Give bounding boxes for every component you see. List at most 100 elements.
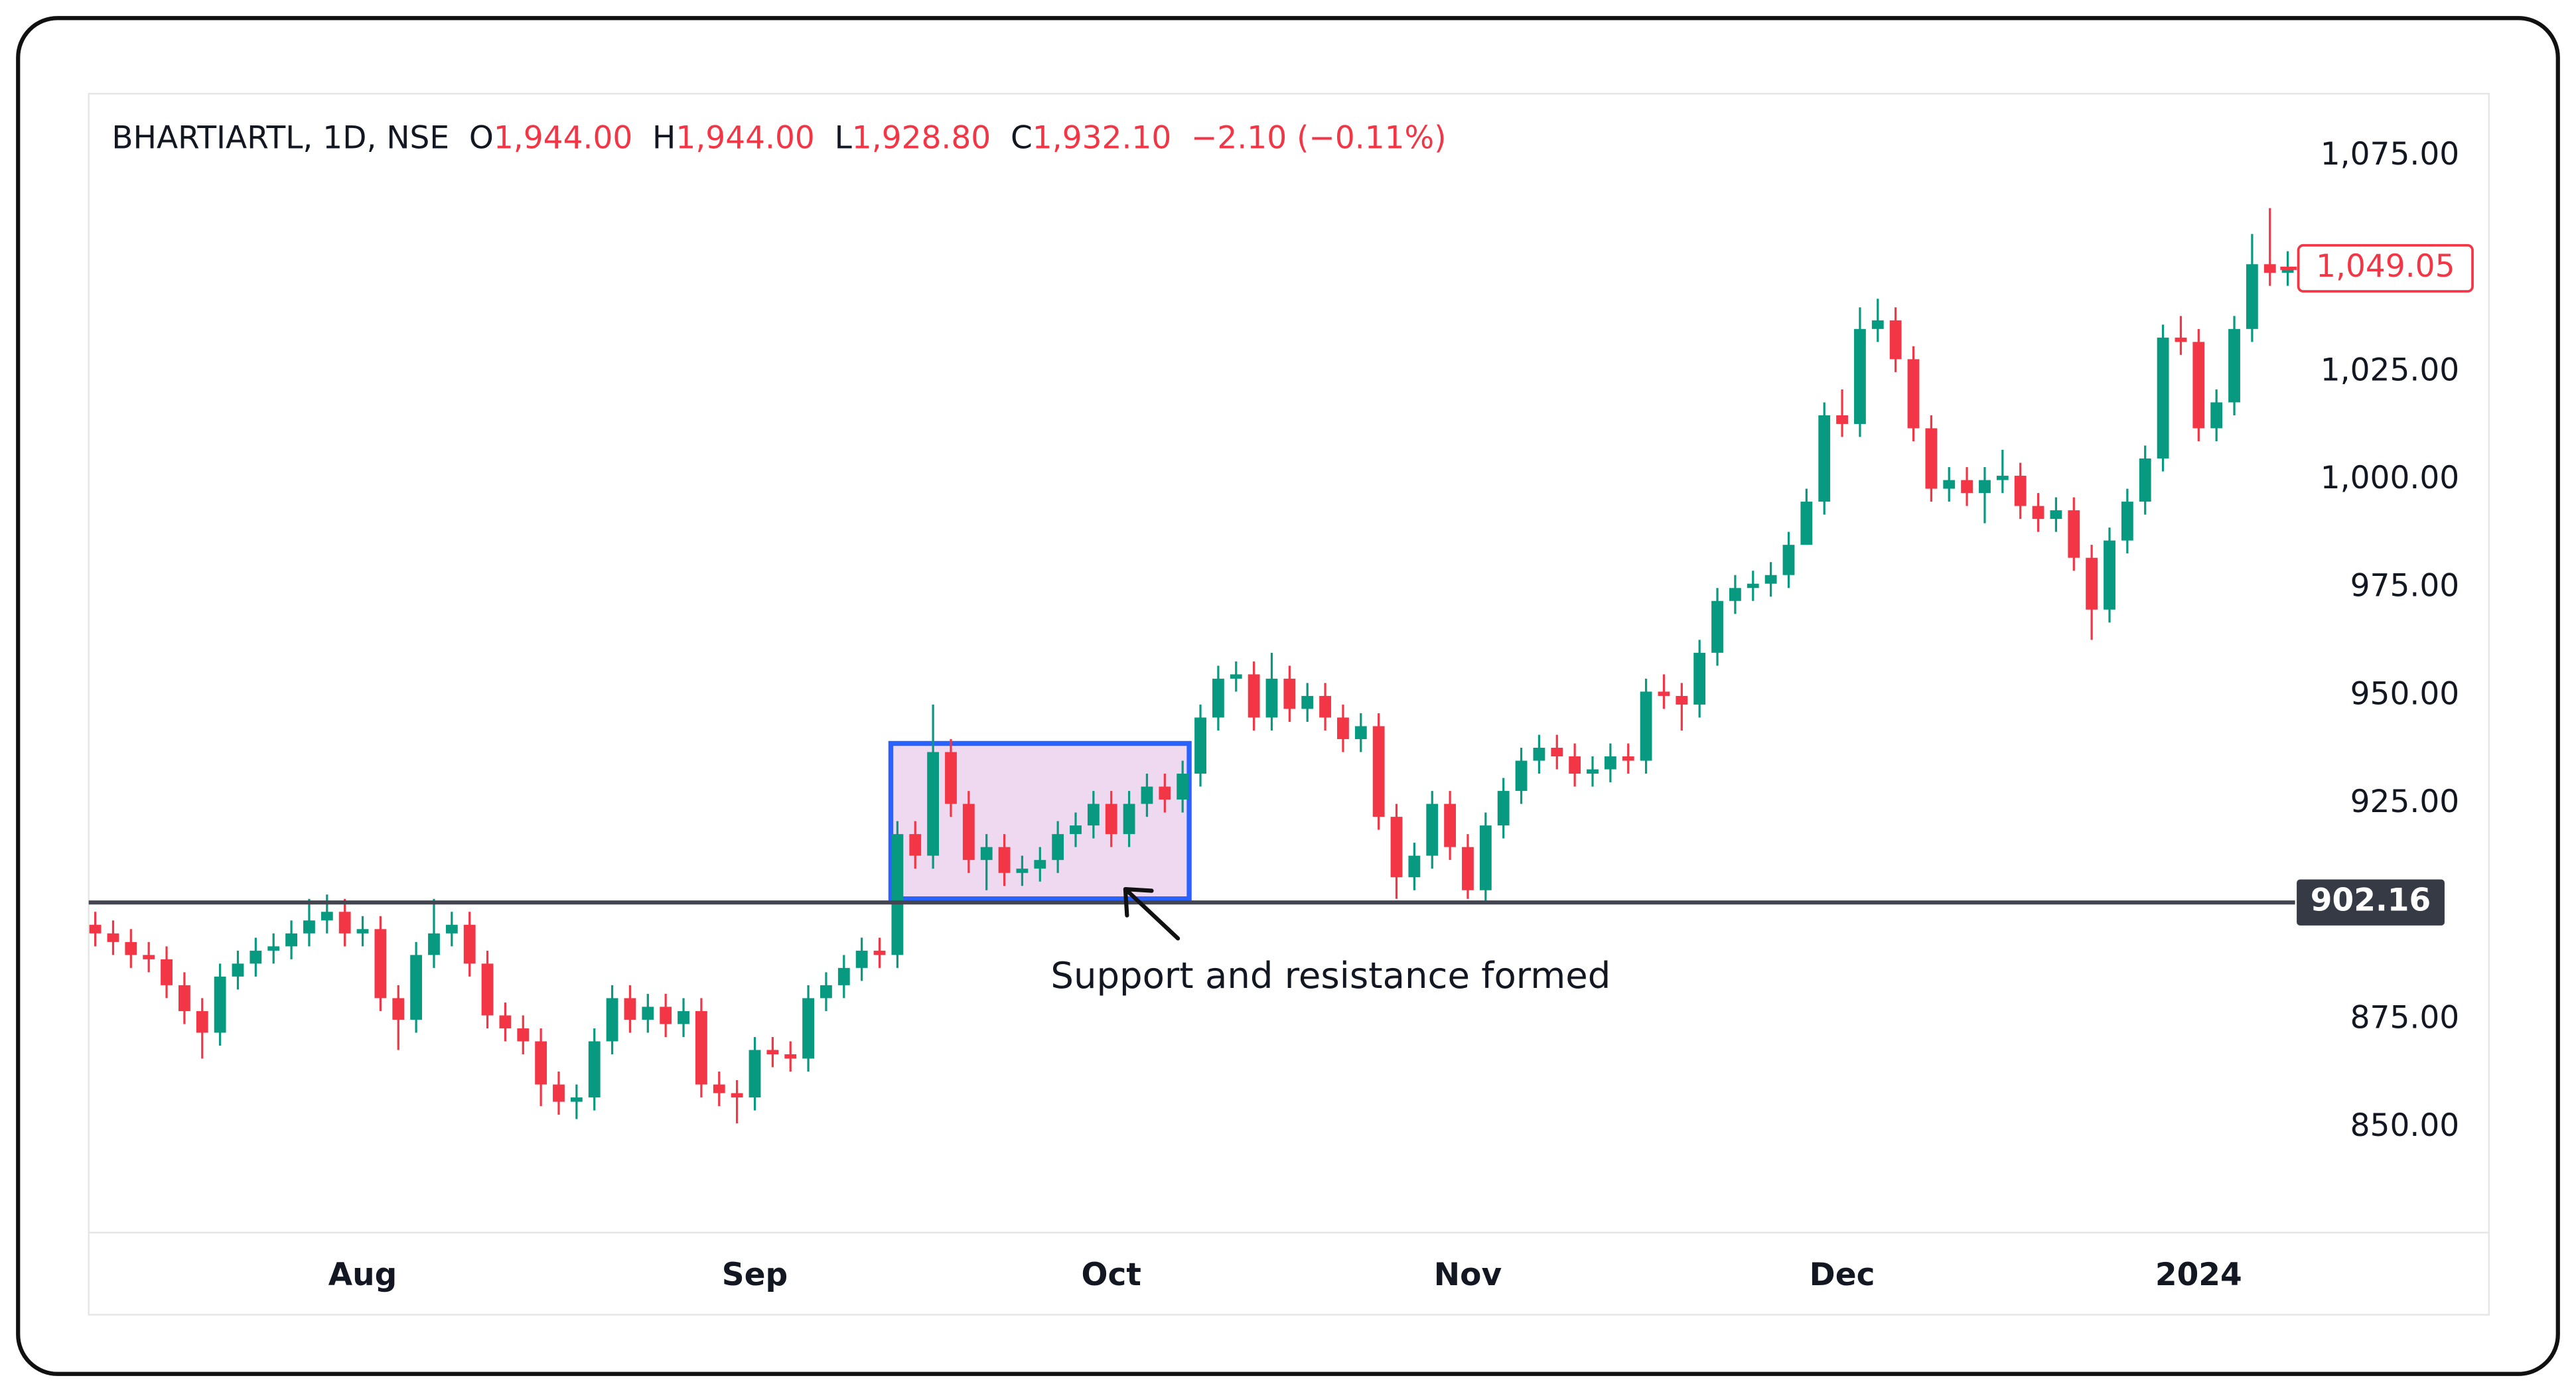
- candle-body: [678, 1010, 689, 1024]
- candle-body: [2263, 264, 2276, 273]
- candle-body: [624, 998, 636, 1020]
- annotation-arrow: [1123, 886, 1181, 941]
- candle-body: [1105, 803, 1117, 835]
- support-label-box: [2297, 879, 2445, 926]
- candle-body: [1640, 691, 1652, 761]
- candle-body: [1408, 855, 1421, 878]
- candle-body: [1479, 825, 1492, 890]
- candle-body: [927, 752, 940, 856]
- header-field-label: H: [652, 119, 676, 156]
- plot-area: [88, 208, 2295, 1124]
- candle-body: [1087, 803, 1100, 826]
- candle-body: [1462, 847, 1474, 890]
- candle-body: [1551, 747, 1563, 757]
- candle-body: [1711, 600, 1723, 653]
- annotation-text: Support and resistance formed: [1050, 954, 1610, 997]
- candle-body: [535, 1041, 547, 1085]
- support-label: 902.16: [2311, 882, 2431, 919]
- candle-body: [695, 1010, 707, 1085]
- candle-body: [606, 998, 618, 1042]
- y-tick-label: 925.00: [2350, 784, 2460, 820]
- candle-body: [945, 752, 957, 804]
- candle-body: [2228, 328, 2240, 403]
- candle-body: [428, 933, 440, 955]
- candle-body: [2157, 337, 2169, 459]
- candle-body: [1782, 545, 1795, 575]
- candle-body: [855, 950, 868, 968]
- candle-body: [1016, 869, 1029, 873]
- candle-body: [1283, 678, 1296, 709]
- candle-body: [2175, 337, 2187, 342]
- candle-body: [642, 1007, 654, 1020]
- last-price-box: [2297, 244, 2474, 293]
- candle-body: [1943, 480, 1956, 489]
- header-field-label: C: [1011, 119, 1033, 156]
- candle-body: [1497, 791, 1510, 826]
- candle-body: [2281, 268, 2294, 273]
- y-tick-label: 975.00: [2350, 568, 2460, 604]
- candle-body: [2139, 458, 2151, 502]
- candle-body: [553, 1084, 565, 1102]
- candle-body: [1052, 834, 1064, 861]
- candle-body: [1979, 480, 1991, 494]
- candle-body: [232, 963, 244, 977]
- candle-body: [1961, 480, 1973, 494]
- candle-body: [802, 998, 814, 1059]
- candle-body: [267, 946, 280, 951]
- candle-body: [1854, 328, 1866, 424]
- candle-body: [1141, 786, 1153, 804]
- candle-body: [2246, 264, 2258, 329]
- candle-body: [998, 847, 1011, 873]
- candle-body: [1996, 476, 2009, 480]
- candle-body: [1372, 726, 1385, 817]
- candle-body: [338, 912, 351, 934]
- y-tick-label: 950.00: [2350, 675, 2460, 712]
- candle-body: [1426, 803, 1439, 856]
- candle-body: [820, 985, 832, 999]
- candle-body: [1070, 825, 1082, 835]
- candle-body: [1907, 359, 1920, 429]
- candle-body: [1390, 817, 1403, 878]
- header: BHARTIARTL, 1D, NSE O1,944.00 H1,944.00 L1,…: [111, 119, 1446, 156]
- candle-body: [2014, 476, 2027, 506]
- candle-body: [445, 924, 458, 934]
- candle-body: [962, 803, 975, 861]
- y-tick-label: 1,075.00: [2321, 136, 2459, 173]
- candle-body: [1354, 726, 1367, 739]
- candle-body: [1871, 320, 1884, 329]
- candle-body: [2032, 506, 2044, 520]
- x-tick-label: Aug: [328, 1257, 397, 1293]
- candle-body: [89, 924, 102, 934]
- candle-body: [1800, 502, 1813, 545]
- candle-body: [1265, 678, 1278, 718]
- candle-body: [1693, 652, 1706, 705]
- candle-body: [1177, 774, 1189, 800]
- header-field-value: 1,928.80: [852, 119, 991, 156]
- candle-body: [214, 976, 226, 1033]
- last-price-label: 1,049.05: [2316, 248, 2455, 285]
- candle-body: [837, 967, 850, 985]
- candle-body: [660, 1007, 672, 1024]
- candle-body: [1319, 695, 1331, 718]
- candle-body: [1159, 786, 1171, 800]
- candle-body: [303, 920, 315, 934]
- candle-body: [1301, 695, 1314, 709]
- candle-body: [2121, 502, 2133, 541]
- candle-body: [463, 924, 476, 964]
- candle-body: [588, 1041, 601, 1098]
- x-tick-label: Nov: [1434, 1257, 1502, 1293]
- candle-body: [1747, 583, 1759, 589]
- candle-body: [1764, 575, 1777, 584]
- candle-body: [1889, 320, 1902, 360]
- candle-body: [125, 941, 137, 955]
- header-field-label: L: [835, 119, 852, 156]
- candle-body: [980, 847, 993, 861]
- header-title: BHARTIARTL, 1D, NSE: [111, 119, 449, 156]
- candle-body: [2192, 342, 2205, 429]
- candle-body: [321, 912, 333, 921]
- candle-body: [784, 1054, 797, 1059]
- candle-body: [1622, 756, 1634, 761]
- y-tick-label: 1,025.00: [2321, 352, 2459, 388]
- header-field-value: 1,944.00: [494, 119, 632, 156]
